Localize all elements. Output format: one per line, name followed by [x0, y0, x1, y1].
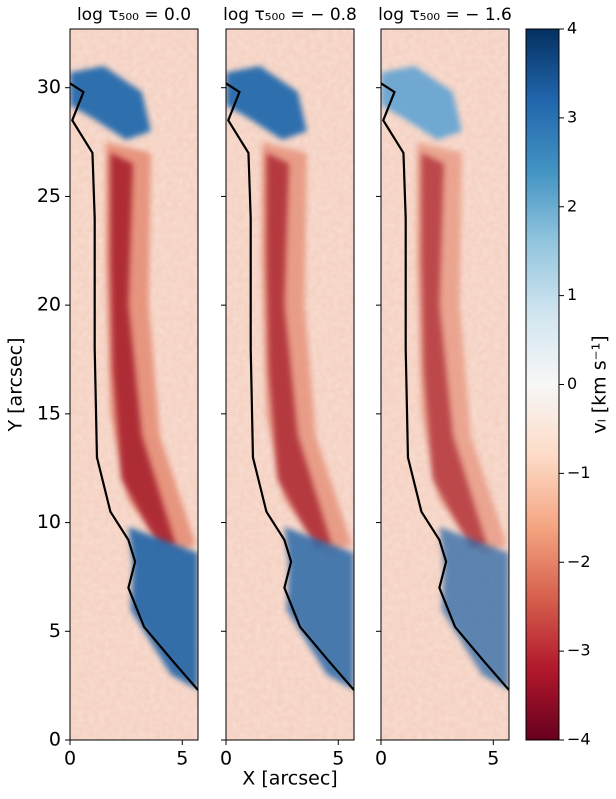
colorbar: [525, 28, 560, 741]
colorbar-tick-label: 0: [567, 374, 577, 393]
colorbar-tick-label: −2: [567, 552, 591, 571]
colorbar-tick-label: −3: [567, 641, 591, 660]
frame: [225, 28, 355, 741]
colorbar-tick-label: 1: [567, 285, 577, 304]
y-tick-label: 5: [49, 620, 61, 642]
x-tick-label: 0: [64, 748, 76, 770]
colorbar-tick-label: 2: [567, 196, 577, 215]
contour: [381, 82, 509, 691]
y-tick-label: 15: [37, 402, 61, 424]
heatmap: [226, 29, 354, 740]
x-tick-label: 0: [220, 748, 232, 770]
panel-title: log τ₅₀₀ = − 0.8: [223, 5, 357, 25]
frame: [69, 28, 199, 741]
y-tick-label: 25: [37, 185, 61, 207]
blue-lower: [128, 526, 198, 690]
heatmap: [70, 29, 198, 740]
blue-patch: [70, 65, 151, 140]
x-axis-label: X [arcsec]: [242, 768, 337, 790]
x-tick-label: 0: [375, 748, 387, 770]
x-tick-label: 5: [332, 748, 344, 770]
contour: [70, 82, 198, 691]
red-core: [421, 152, 487, 549]
red-core: [266, 152, 332, 549]
blue-lower: [439, 526, 509, 690]
colorbar-tick-label: −1: [567, 463, 591, 482]
blue-lower: [284, 526, 354, 690]
y-tick-label: 10: [37, 511, 61, 533]
colorbar-tick-label: 3: [567, 107, 577, 126]
y-tick-label: 30: [37, 76, 61, 98]
y-tick-label: 20: [37, 294, 61, 316]
heatmap: [381, 29, 509, 740]
red-core: [110, 152, 176, 549]
colorbar-tick-label: 4: [567, 19, 577, 38]
y-axis-label: Y [arcsec]: [5, 338, 27, 433]
colorbar-label: vₗ [km s⁻¹]: [589, 335, 611, 433]
frame: [380, 28, 510, 741]
contour: [226, 82, 354, 691]
x-tick-label: 5: [176, 748, 188, 770]
colorbar-tick-label: −4: [567, 730, 591, 749]
y-tick-label: 0: [49, 729, 61, 751]
blue-patch: [226, 65, 307, 140]
blue-patch: [381, 65, 462, 140]
x-tick-label: 5: [487, 748, 499, 770]
panel-title: log τ₅₀₀ = − 1.6: [378, 5, 512, 25]
panel-title: log τ₅₀₀ = 0.0: [77, 5, 191, 25]
